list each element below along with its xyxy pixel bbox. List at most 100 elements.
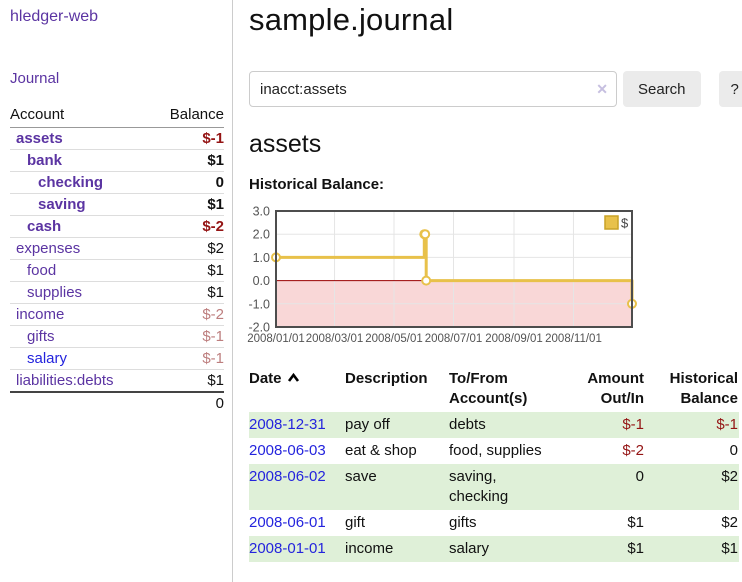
register-header-balance: Historical Balance: [669, 370, 738, 407]
svg-text:2008/05/01: 2008/05/01: [365, 333, 423, 345]
transaction-amount: 0: [635, 468, 644, 485]
account-balance: $1: [150, 259, 224, 282]
accounts-total-row: 0: [10, 391, 224, 414]
account-balance: $-2: [150, 303, 224, 326]
sort-ascending-icon: [287, 372, 299, 382]
svg-text:2008/09/01: 2008/09/01: [485, 333, 543, 345]
account-balance: $-1: [150, 325, 224, 348]
svg-text:2.0: 2.0: [253, 228, 270, 242]
transaction-date-link[interactable]: 2008-06-01: [249, 514, 326, 531]
transaction-description: gift: [345, 514, 366, 531]
transaction-accounts: food, supplies: [449, 442, 542, 459]
account-row: gifts $-1: [10, 325, 224, 348]
transaction-date-link[interactable]: 2008-01-01: [249, 540, 326, 557]
transaction-description: save: [345, 468, 377, 485]
transaction-amount: $-2: [622, 442, 644, 459]
register-row: 2008-12-31 pay off debts $-1 $-1: [249, 412, 739, 438]
account-link[interactable]: expenses: [16, 240, 81, 257]
app-brand-link[interactable]: hledger-web: [10, 8, 99, 25]
register-header-date[interactable]: Date: [249, 367, 345, 412]
register-header-amount: Amount Out/In: [587, 370, 644, 407]
accounts-total-value: 0: [150, 391, 224, 414]
transaction-balance: $2: [721, 514, 738, 531]
account-row: expenses $2: [10, 237, 224, 260]
transaction-balance: $2: [721, 468, 738, 485]
account-balance: $-2: [150, 215, 224, 238]
transaction-date-link[interactable]: 2008-06-02: [249, 468, 326, 485]
transaction-amount: $1: [627, 540, 644, 557]
svg-text:1.0: 1.0: [253, 251, 270, 265]
account-row: salary $-1: [10, 347, 224, 370]
register-header-description: Description: [345, 370, 428, 387]
account-row: saving $1: [10, 193, 224, 216]
transaction-accounts: gifts: [449, 514, 477, 531]
register-header-accounts: To/From Account(s): [449, 370, 528, 407]
register-row: 2008-06-01 gift gifts $1 $2: [249, 510, 739, 536]
register-row: 2008-06-03 eat & shop food, supplies $-2 0: [249, 438, 739, 464]
account-link[interactable]: supplies: [27, 284, 83, 301]
accounts-table: Account Balance assets $-1 bank $1 checking 0…: [10, 104, 224, 414]
account-row: cash $-2: [10, 215, 224, 238]
account-link[interactable]: checking: [38, 174, 104, 191]
transaction-accounts: saving, checking: [449, 468, 509, 505]
chart-title: Historical Balance:: [249, 176, 385, 193]
svg-text:2008/03/01: 2008/03/01: [306, 333, 364, 345]
account-balance: $2: [150, 237, 224, 260]
register-row: 2008-01-01 income salary $1 $1: [249, 536, 739, 562]
transaction-date-link[interactable]: 2008-06-03: [249, 442, 326, 459]
svg-text:2008/11/01: 2008/11/01: [545, 333, 602, 345]
account-link[interactable]: cash: [27, 218, 62, 235]
account-link[interactable]: saving: [38, 196, 86, 213]
account-link[interactable]: food: [27, 262, 57, 279]
register-header-row: Date Description To/From Account(s) Amou…: [249, 367, 739, 412]
account-link[interactable]: income: [16, 306, 65, 323]
transaction-description: eat & shop: [345, 442, 417, 459]
account-row: assets $-1: [10, 128, 224, 150]
page-title: sample.journal: [249, 2, 454, 37]
svg-text:-1.0: -1.0: [248, 297, 270, 311]
historical-balance-chart: $3.0 2.0 1.0 0.0 -1.0 -2.0 2008/01/01 2008/03/0…: [247, 205, 742, 350]
transaction-balance: 0: [729, 442, 738, 459]
transaction-accounts: salary: [449, 540, 490, 557]
account-balance: $-1: [150, 347, 224, 370]
svg-text:3.0: 3.0: [253, 205, 270, 219]
transaction-balance: $1: [721, 540, 738, 557]
accounts-header-balance: Balance: [150, 104, 224, 128]
search-button[interactable]: Search: [623, 71, 701, 107]
svg-text:$: $: [621, 216, 629, 231]
account-balance: $1: [150, 369, 224, 392]
account-row: supplies $1: [10, 281, 224, 304]
transaction-accounts: debts: [449, 416, 486, 433]
account-link[interactable]: gifts: [27, 328, 55, 345]
transaction-amount: $1: [627, 514, 644, 531]
account-row: checking 0: [10, 171, 224, 194]
account-link[interactable]: assets: [16, 130, 63, 147]
accounts-header-row: Account Balance: [10, 104, 224, 128]
account-link[interactable]: bank: [27, 152, 63, 169]
register-row: 2008-06-02 save saving, checking 0 $2: [249, 464, 739, 510]
account-row: food $1: [10, 259, 224, 282]
account-row: income $-2: [10, 303, 224, 326]
sidebar-nav: Journal: [10, 70, 224, 87]
sidebar: hledger-web Journal Account Balance asse…: [0, 0, 233, 582]
account-balance: $1: [150, 281, 224, 304]
account-heading: assets: [249, 130, 322, 158]
help-button[interactable]: ?: [718, 71, 742, 107]
account-balance: 0: [150, 171, 224, 194]
transaction-date-link[interactable]: 2008-12-31: [249, 416, 326, 433]
clear-search-icon[interactable]: ✕: [596, 81, 608, 97]
sidebar-item-journal[interactable]: Journal: [10, 70, 60, 87]
svg-text:0.0: 0.0: [253, 274, 270, 288]
svg-text:2008/07/01: 2008/07/01: [425, 333, 483, 345]
search-input[interactable]: [249, 71, 617, 107]
account-row: liabilities:debts $1: [10, 369, 224, 392]
svg-text:2008/01/01: 2008/01/01: [247, 333, 305, 345]
transaction-description: pay off: [345, 416, 390, 433]
search-form: ✕ Search ?: [249, 71, 742, 107]
account-link[interactable]: liabilities:debts: [16, 372, 114, 389]
account-balance: $1: [150, 193, 224, 216]
register-table: Date Description To/From Account(s) Amou…: [249, 367, 739, 562]
transaction-description: income: [345, 540, 394, 557]
account-link[interactable]: salary: [27, 350, 68, 367]
